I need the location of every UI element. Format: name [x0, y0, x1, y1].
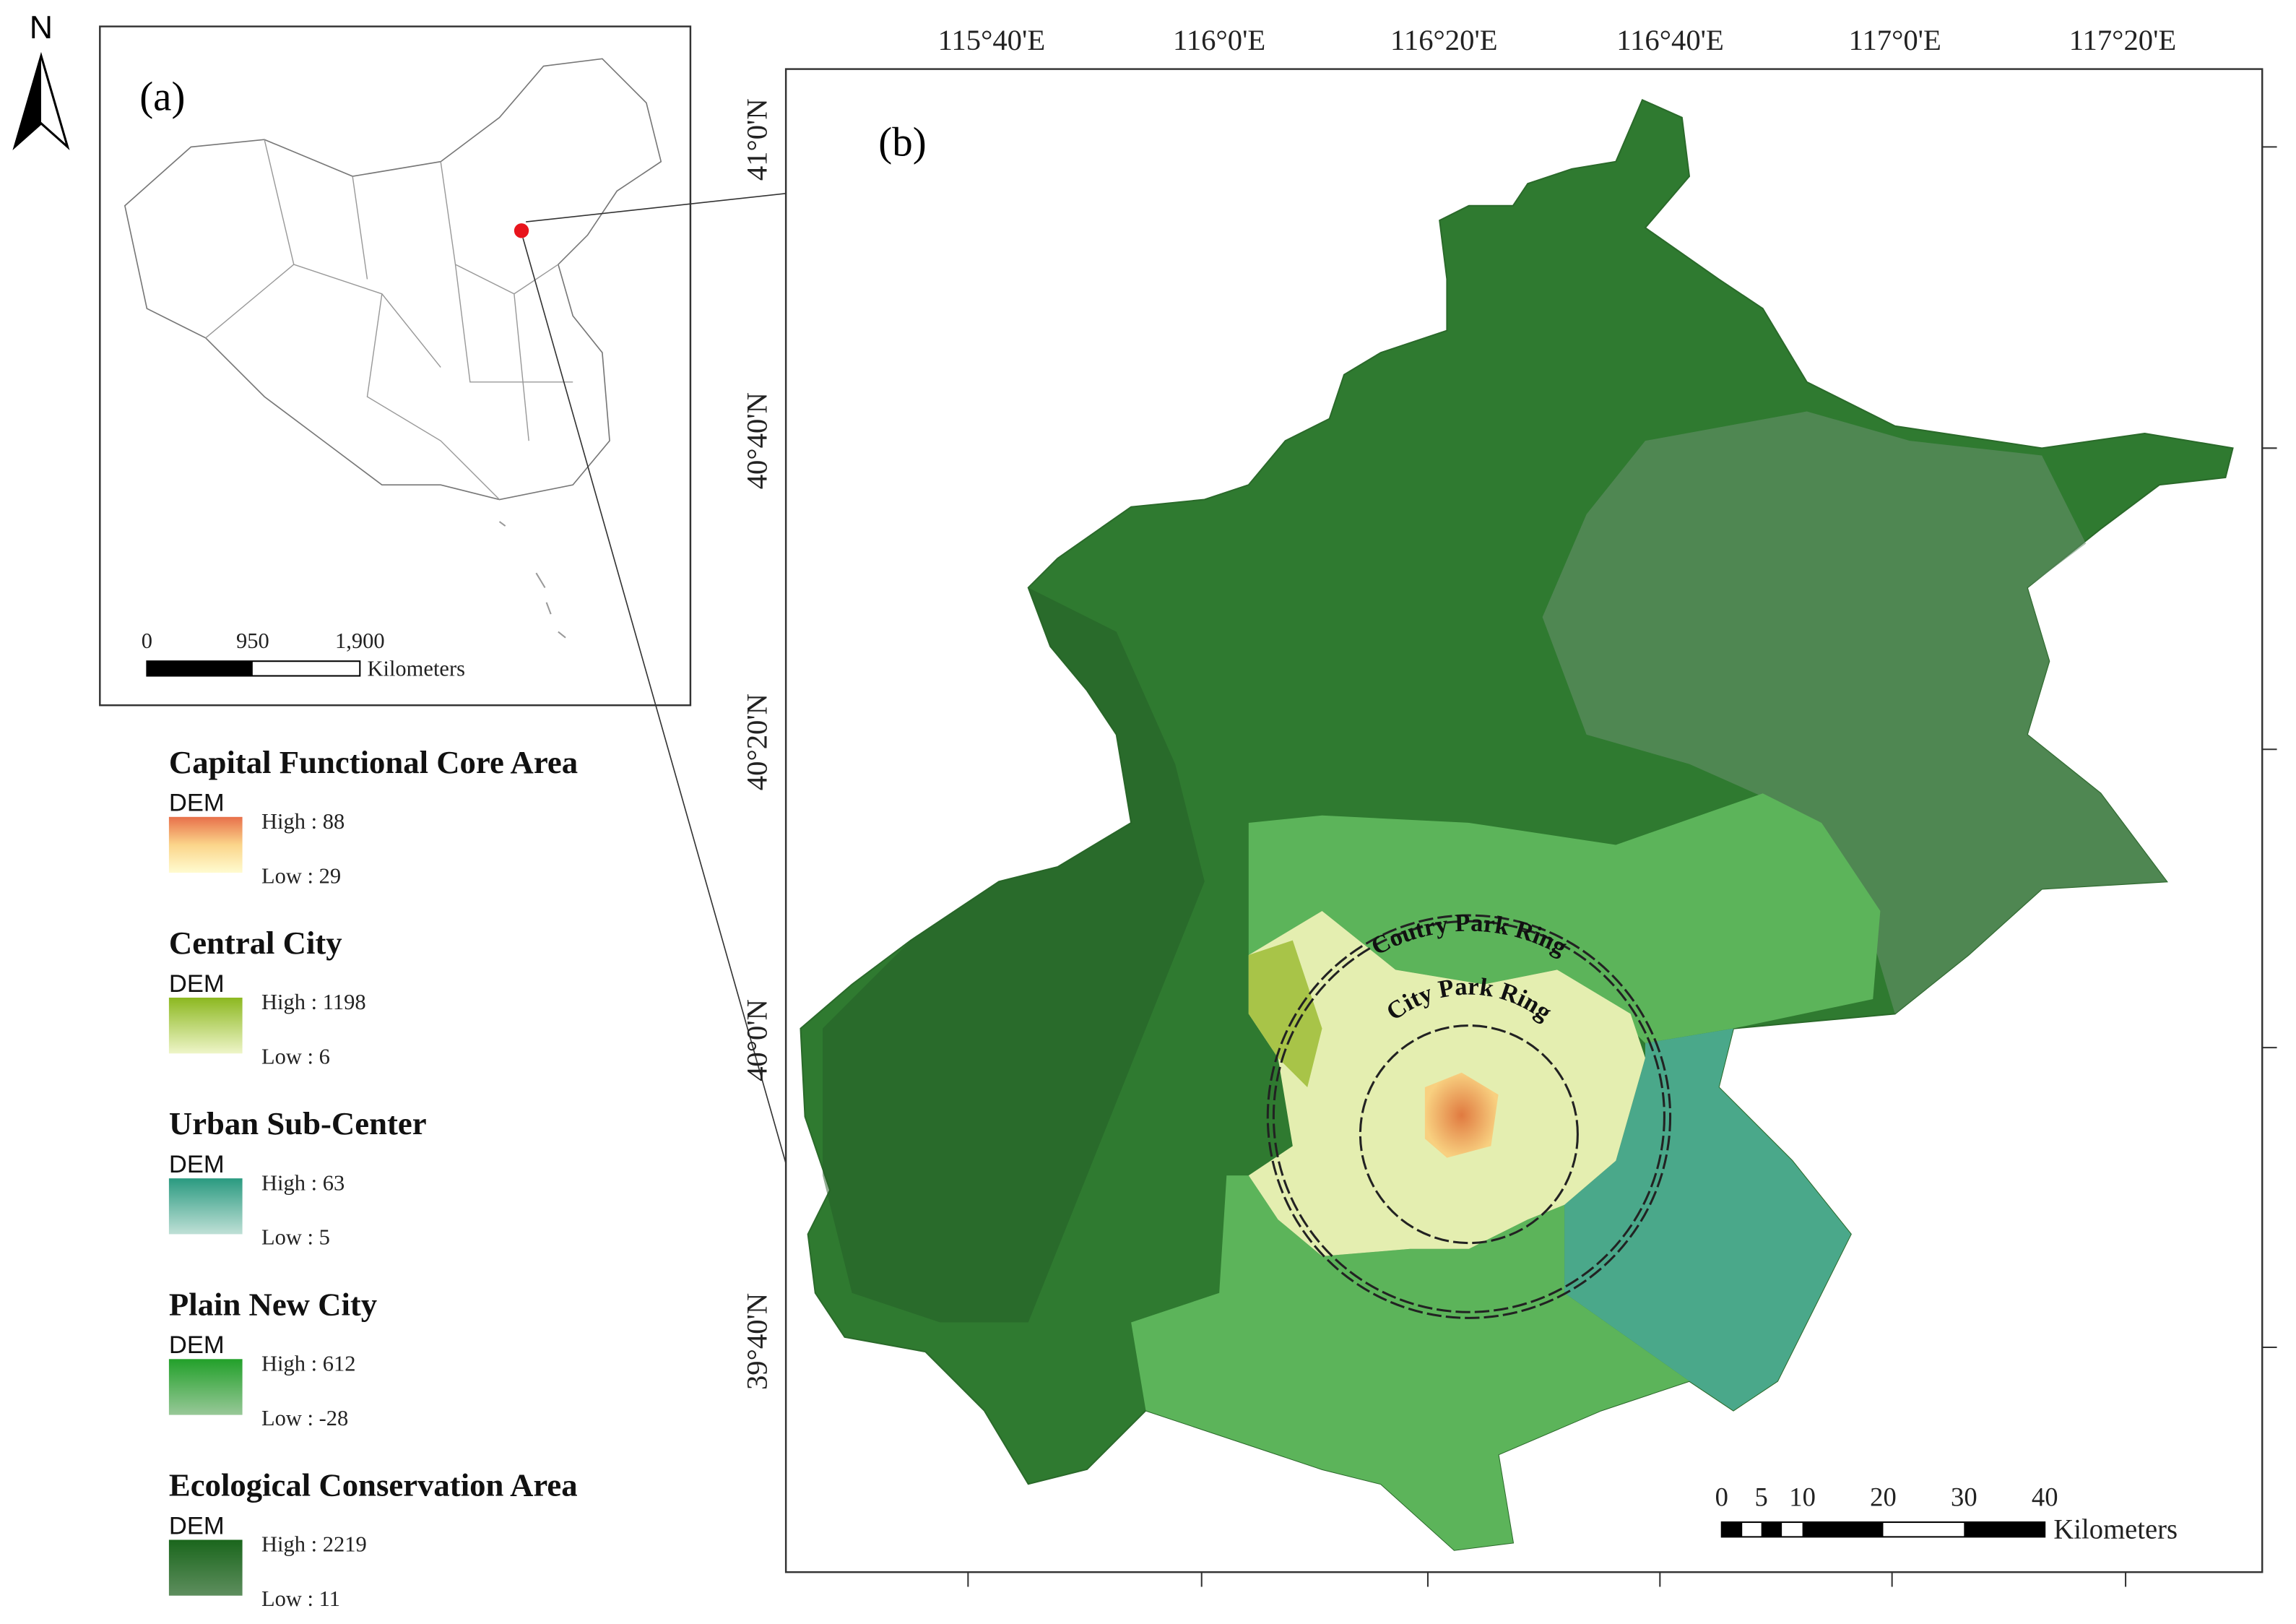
legend-ramp: [168, 1359, 243, 1415]
legend-ramp: [168, 1178, 243, 1235]
legend-high: High : 1198: [261, 990, 366, 1014]
legend-low: Low : 6: [261, 1044, 330, 1068]
scale-tick-label: 950: [236, 629, 269, 653]
legend-subtitle: DEM: [169, 970, 225, 998]
latitude-label: 39°40'N: [741, 1293, 774, 1390]
latitude-label: 40°0'N: [741, 999, 774, 1081]
legend-item: Ecological Conservation Area DEM High : …: [169, 1467, 578, 1611]
country-park-ring: [1266, 914, 1672, 1319]
central-city-highland: [1248, 940, 1322, 1088]
north-label: N: [30, 9, 53, 46]
scale-bar-segment: [147, 661, 253, 676]
longitude-label: 117°0'E: [1849, 24, 1941, 56]
longitude-label: 116°0'E: [1173, 24, 1265, 56]
plain-new-city: [1131, 1175, 1689, 1550]
scale-tick-label: 40: [2032, 1482, 2058, 1512]
mountain-shading: [822, 587, 1205, 1323]
latitude-label: 41°0'N: [741, 98, 774, 181]
longitude-label: 115°40'E: [938, 24, 1046, 56]
legend-subtitle: DEM: [169, 1151, 225, 1178]
longitude-label: 117°20'E: [2069, 24, 2177, 56]
legend-item: Capital Functional Core Area DEM High : …: [169, 744, 578, 889]
beijing-location: [514, 223, 529, 238]
legend-subtitle: DEM: [169, 790, 225, 817]
legend-low: Low : -28: [261, 1406, 348, 1430]
scale-tick-label: 30: [1951, 1482, 1977, 1512]
legend-subtitle: DEM: [169, 1331, 225, 1359]
legend-high: High : 2219: [261, 1532, 367, 1557]
inset-label: (a): [139, 74, 185, 120]
legend-low: Low : 11: [261, 1586, 340, 1611]
longitude-label: 116°40'E: [1616, 24, 1724, 56]
scale-unit: Kilometers: [2053, 1514, 2178, 1545]
urban-sub-center: [1564, 1028, 1851, 1411]
legend-title: Ecological Conservation Area: [169, 1467, 578, 1503]
legend-high: High : 612: [261, 1352, 355, 1376]
scale-bar-segments: [1721, 1522, 2045, 1537]
legend-subtitle: DEM: [169, 1512, 225, 1539]
main-scale-bar: 0 5 10 20 30 40 Kilometers: [1715, 1482, 2178, 1545]
scale-tick-label: 0: [1715, 1482, 1728, 1512]
scale-tick-label: 0: [142, 629, 152, 653]
legend-title: Capital Functional Core Area: [169, 744, 578, 780]
legend-ramp: [168, 816, 243, 873]
province-borders: [205, 139, 573, 501]
legend-title: Central City: [169, 925, 342, 961]
legend-title: Plain New City: [169, 1286, 377, 1322]
legend-title: Urban Sub-Center: [169, 1105, 427, 1141]
islands: [498, 521, 566, 639]
latitude-axis: 41°0'N 40°40'N 40°20'N 40°0'N 39°40'N: [741, 98, 2277, 1390]
plain-new-city: [1248, 793, 1881, 1044]
city-park-ring: [1359, 1024, 1579, 1245]
legend-low: Low : 5: [261, 1225, 330, 1250]
scale-tick-label: 5: [1755, 1482, 1768, 1512]
low-elevation-zone: [1542, 411, 2167, 1014]
longitude-label: 116°20'E: [1390, 24, 1498, 56]
scale-tick-label: 10: [1789, 1482, 1816, 1512]
latitude-label: 40°40'N: [741, 392, 774, 489]
longitude-axis: 115°40'E 116°0'E 116°20'E 116°40'E 117°0…: [938, 24, 2177, 1587]
scale-tick-label: 20: [1870, 1482, 1897, 1512]
legend-ramp: [168, 997, 243, 1054]
map-label: (b): [878, 120, 926, 165]
legend-high: High : 63: [261, 1170, 345, 1195]
scale-unit: Kilometers: [367, 657, 465, 681]
tick-marks: [967, 1572, 2127, 1587]
capital-functional-core-area: [1424, 1072, 1499, 1158]
legend-low: Low : 29: [261, 863, 341, 888]
country-park-ring: [1272, 920, 1665, 1313]
tick-marks: [2262, 146, 2277, 1349]
scale-tick-label: 1,900: [335, 629, 385, 653]
legend: Capital Functional Core Area DEM High : …: [169, 744, 578, 1611]
zoom-line: [522, 238, 839, 1345]
legend-high: High : 88: [261, 809, 345, 834]
legend-item: Urban Sub-Center DEM High : 63 Low : 5: [169, 1105, 427, 1250]
legend-item: Plain New City DEM High : 612 Low : -28: [169, 1286, 377, 1430]
latitude-label: 40°20'N: [741, 694, 774, 790]
legend-item: Central City DEM High : 1198 Low : 6: [169, 925, 366, 1069]
legend-ramp: [168, 1539, 243, 1596]
